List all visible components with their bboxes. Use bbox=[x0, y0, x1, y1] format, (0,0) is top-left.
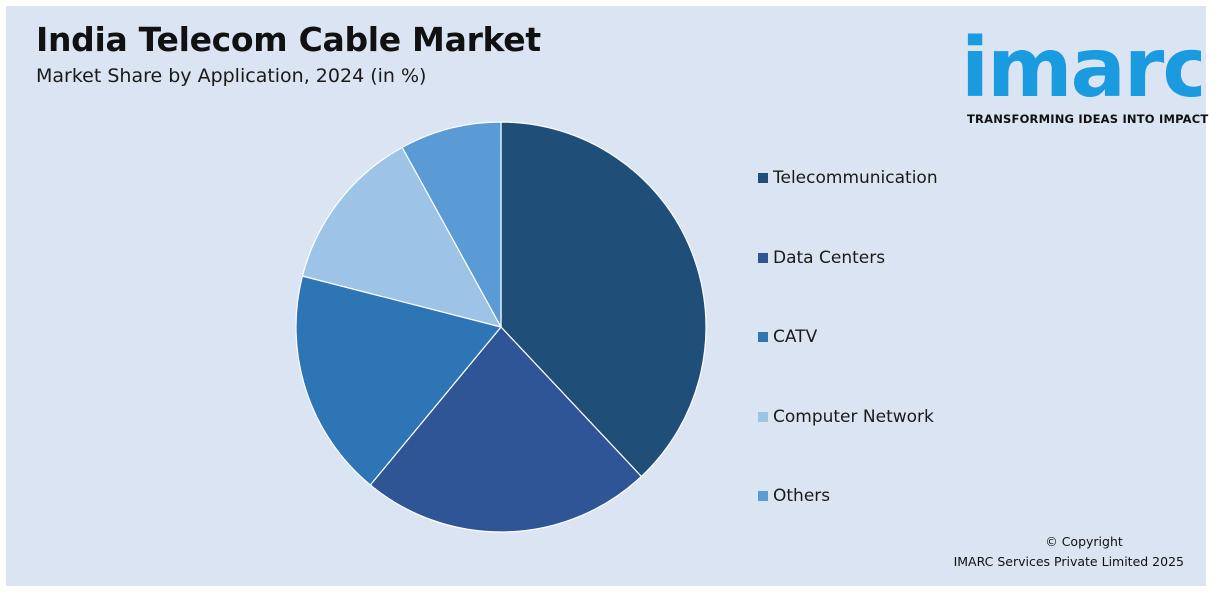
legend-swatch-catv bbox=[758, 332, 768, 342]
imarc-logo: imarc TRANSFORMING IDEAS INTO IMPACT bbox=[961, 16, 1208, 126]
imarc-logo-text: imarc bbox=[961, 21, 1201, 106]
legend-item-others: Others bbox=[758, 484, 830, 508]
imarc-logo-wordmark: imarc bbox=[961, 21, 1201, 106]
legend-item-telecommunication: Telecommunication bbox=[758, 166, 938, 190]
legend-swatch-computer-network bbox=[758, 411, 768, 422]
legend-label-telecommunication: Telecommunication bbox=[773, 168, 938, 188]
legend-label-catv: CATV bbox=[773, 327, 818, 347]
legend-label-others: Others bbox=[773, 486, 831, 506]
copyright-notice: © Copyright IMARC Services Private Limit… bbox=[884, 532, 1184, 572]
legend-item-catv: CATV bbox=[758, 325, 817, 349]
pie-slice-data-centers bbox=[369, 326, 643, 533]
pie-slice-telecommunication bbox=[500, 121, 707, 478]
pie-chart bbox=[295, 121, 707, 533]
legend-swatch-telecommunication bbox=[758, 173, 768, 183]
legend-item-data-centers: Data Centers bbox=[758, 246, 885, 270]
imarc-logo-tagline: TRANSFORMING IDEAS INTO IMPACT bbox=[967, 112, 1209, 126]
pie-slice-catv bbox=[295, 275, 503, 486]
legend-item-computer-network: Computer Network bbox=[758, 405, 934, 429]
legend-label-computer-network: Computer Network bbox=[773, 406, 934, 427]
legend-swatch-data-centers bbox=[758, 252, 768, 263]
chart-panel: India Telecom Cable Market Market Share … bbox=[6, 6, 1208, 586]
copyright-line-1: © Copyright bbox=[1045, 534, 1123, 549]
pie-slice-computer-network bbox=[301, 146, 503, 328]
chart-subtitle: Market Share by Application, 2024 (in %) bbox=[36, 65, 427, 87]
legend-swatch-others bbox=[758, 491, 768, 501]
chart-title: India Telecom Cable Market bbox=[36, 20, 541, 59]
legend-label-data-centers: Data Centers bbox=[773, 247, 886, 268]
pie-slice-others bbox=[401, 121, 502, 328]
copyright-line-2: IMARC Services Private Limited 2025 bbox=[953, 554, 1184, 569]
